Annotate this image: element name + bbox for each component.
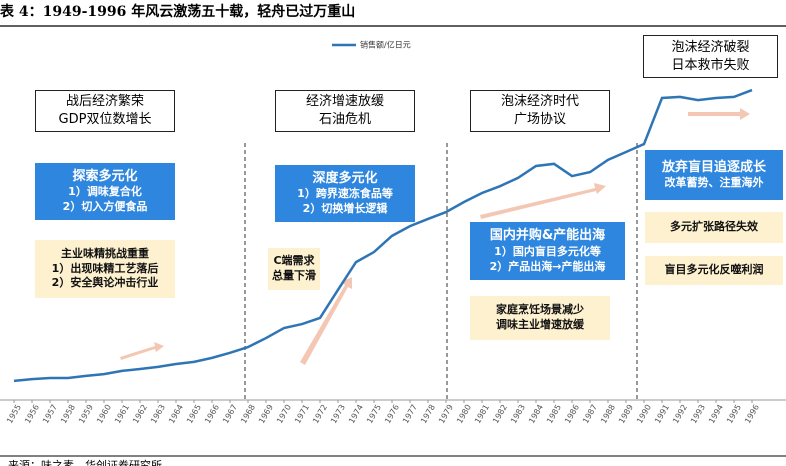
annotation-text: 1）出现味精工艺落后 bbox=[51, 261, 159, 275]
annotation-text: 经济增速放缓 bbox=[305, 94, 384, 110]
x-tick-label: 1983 bbox=[509, 403, 527, 425]
x-tick-label: 1968 bbox=[239, 403, 257, 425]
annotation-box: 国内并购&产能出海 1）国内盲目多元化等 2）产品出海→产能出海 bbox=[470, 222, 625, 280]
x-tick-label: 1985 bbox=[545, 403, 563, 425]
annotation-text: 放弃盲目追逐成长 bbox=[661, 159, 766, 175]
annotation-text: 2）切入方便食品 bbox=[62, 200, 148, 214]
annotation-text: 石油危机 bbox=[318, 112, 371, 127]
x-tick-label: 1957 bbox=[41, 403, 59, 425]
annotation-text: 探索多元化 bbox=[72, 168, 138, 184]
arrow bbox=[300, 277, 352, 365]
x-tick-label: 1986 bbox=[563, 403, 581, 425]
x-tick-label: 1979 bbox=[437, 403, 455, 425]
x-tick-label: 1967 bbox=[221, 403, 239, 425]
x-tick-label: 1972 bbox=[311, 403, 329, 425]
x-tick-label: 1969 bbox=[257, 403, 275, 425]
annotation-text: 家庭烹饪场景减少 bbox=[496, 303, 584, 317]
x-tick-label: 1970 bbox=[275, 403, 293, 425]
x-tick-label: 1961 bbox=[113, 403, 131, 425]
annotation-text: 国内并购&产能出海 bbox=[489, 228, 606, 244]
annotation-text: 日本救市失败 bbox=[671, 57, 750, 73]
x-tick-label: 1988 bbox=[599, 403, 617, 425]
annotation-box: 多元扩张路径失效 bbox=[645, 212, 783, 243]
annotation-text: 盲目多元化反噬利润 bbox=[664, 263, 764, 277]
title: 表 4：1949-1996 年风云激荡五十载，轻舟已过万重山 bbox=[0, 3, 355, 20]
annotation-text: 2）产品出海→产能出海 bbox=[489, 259, 606, 273]
annotation-text: 泡沫经济破裂 bbox=[671, 39, 750, 55]
x-tick-label: 1977 bbox=[401, 403, 419, 425]
x-tick-label: 1992 bbox=[671, 403, 689, 425]
annotation-text: 多元扩张路径失效 bbox=[670, 220, 758, 234]
annotation-text: C端需求 bbox=[273, 254, 315, 268]
x-tick-label: 1981 bbox=[473, 403, 491, 425]
annotation-text: 1）调味复合化 bbox=[68, 185, 142, 199]
x-tick-label: 1993 bbox=[689, 403, 707, 425]
annotation-text: 改革蓄势、注重海外 bbox=[664, 176, 764, 190]
annotation-box: 主业味精挑战重重 1）出现味精工艺落后 2）安全舆论冲击行业 bbox=[35, 240, 175, 298]
x-tick-label: 1958 bbox=[59, 403, 77, 425]
x-tick-label: 1984 bbox=[527, 403, 545, 425]
x-tick-label: 1980 bbox=[455, 403, 473, 425]
annotation-text: GDP双位数增长 bbox=[58, 112, 152, 127]
annotation-box: 家庭烹饪场景减少 调味主业增速放缓 bbox=[470, 296, 610, 340]
x-tick-label: 1987 bbox=[581, 403, 599, 425]
arrow bbox=[688, 108, 750, 120]
annotation-text: 广场协议 bbox=[513, 112, 566, 127]
x-tick-label: 1965 bbox=[185, 403, 203, 425]
x-tick-label: 1956 bbox=[23, 403, 41, 425]
annotation-text: 调味主业增速放缓 bbox=[496, 318, 584, 331]
x-tick-label: 1978 bbox=[419, 403, 437, 425]
annotation-text: 总量下滑 bbox=[272, 269, 316, 282]
legend-label: 销售额/亿日元 bbox=[360, 40, 411, 50]
series-line bbox=[13, 88, 753, 383]
x-tick-label: 1966 bbox=[203, 403, 221, 425]
x-tick-label: 1994 bbox=[707, 403, 725, 425]
annotation-text: 2）切换增长逻辑 bbox=[302, 202, 388, 216]
annotation-text: 主业味精挑战重重 bbox=[61, 246, 149, 260]
x-tick-label: 1990 bbox=[635, 403, 653, 425]
annotation-text: 1）国内盲目多元化等 bbox=[494, 244, 601, 258]
annotation-text: 泡沫经济时代 bbox=[500, 94, 579, 110]
x-tick-label: 1976 bbox=[383, 403, 401, 425]
x-tick-label: 1995 bbox=[725, 403, 743, 425]
x-tick-label: 1955 bbox=[5, 403, 23, 425]
annotation-box: C端需求 总量下滑 bbox=[268, 248, 320, 290]
annotation-box: 泡沫经济时代 广场协议 bbox=[470, 90, 610, 132]
annotation-box: 探索多元化 1）调味复合化 2）切入方便食品 bbox=[35, 163, 175, 220]
x-tick-label: 1971 bbox=[293, 403, 311, 425]
annotation-box: 经济增速放缓 石油危机 bbox=[275, 90, 415, 132]
annotation-text: 1）跨界速冻食品等 bbox=[297, 187, 393, 201]
x-tick-label: 1982 bbox=[491, 403, 509, 425]
annotation-box: 盲目多元化反噬利润 bbox=[645, 256, 783, 285]
source: 来源：味之素，华创证券研究所 bbox=[8, 458, 162, 466]
annotation-box: 深度多元化 1）跨界速冻食品等 2）切换增长逻辑 bbox=[275, 165, 415, 222]
annotation-text: 战后经济繁荣 bbox=[65, 94, 144, 110]
x-tick-label: 1963 bbox=[149, 403, 167, 425]
annotation-box: 战后经济繁荣 GDP双位数增长 bbox=[35, 90, 175, 132]
x-tick-label: 1964 bbox=[167, 403, 185, 425]
x-tick-label: 1975 bbox=[365, 403, 383, 425]
x-tick-label: 1974 bbox=[347, 403, 365, 425]
x-tick-label: 1959 bbox=[77, 403, 95, 425]
arrow bbox=[120, 342, 164, 360]
x-tick-label: 1960 bbox=[95, 403, 113, 425]
x-tick-label: 1991 bbox=[653, 403, 671, 425]
arrow bbox=[480, 183, 606, 219]
annotation-text: 2）安全舆论冲击行业 bbox=[51, 276, 159, 290]
annotation-text: 深度多元化 bbox=[312, 170, 378, 186]
annotation-box: 放弃盲目追逐成长 改革蓄势、注重海外 bbox=[645, 150, 783, 200]
x-tick-label: 1989 bbox=[617, 403, 635, 425]
trend-arrows bbox=[120, 108, 750, 365]
annotation-box: 泡沫经济破裂 日本救市失败 bbox=[643, 35, 778, 78]
x-tick-label: 1962 bbox=[131, 403, 149, 425]
x-tick-label: 1973 bbox=[329, 403, 347, 425]
x-tick-label: 1996 bbox=[743, 403, 761, 425]
